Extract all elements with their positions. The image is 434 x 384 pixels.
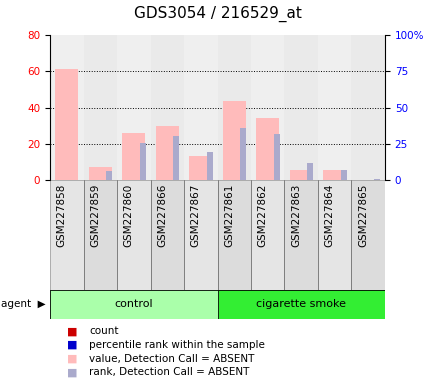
Bar [284,180,317,290]
Bar [50,180,83,290]
Text: GSM227859: GSM227859 [90,184,100,247]
Bar [250,180,284,290]
Bar [289,170,312,180]
Bar [122,133,145,180]
Text: GSM227863: GSM227863 [291,184,300,247]
Bar [83,180,117,290]
Bar [317,180,351,290]
Bar [284,35,317,180]
Bar [306,163,312,180]
Bar [222,101,245,180]
Bar [373,179,379,180]
Bar [139,142,145,180]
Bar [106,171,112,180]
Bar [83,35,117,180]
Text: GSM227866: GSM227866 [157,184,167,247]
Bar [351,180,384,290]
Bar [340,170,346,180]
Bar [256,118,279,180]
Bar [217,290,384,319]
Text: value, Detection Call = ABSENT: value, Detection Call = ABSENT [89,354,254,364]
Text: cigarette smoke: cigarette smoke [256,299,345,310]
Bar [273,134,279,180]
Bar [317,35,351,180]
Text: ■: ■ [67,367,78,377]
Text: control: control [114,299,153,310]
Bar [240,128,246,180]
Text: GSM227861: GSM227861 [224,184,234,247]
Bar [322,170,345,180]
Text: GDS3054 / 216529_at: GDS3054 / 216529_at [133,5,301,22]
Text: GSM227860: GSM227860 [124,184,134,247]
Bar [206,152,212,180]
Bar [189,156,212,180]
Text: ■: ■ [67,326,78,336]
Bar [50,35,83,180]
Bar [155,126,178,180]
Text: GSM227867: GSM227867 [191,184,201,247]
Bar [217,35,250,180]
Bar [184,35,217,180]
Text: GSM227862: GSM227862 [257,184,267,247]
Bar [117,180,150,290]
Bar [117,35,150,180]
Bar [55,69,78,180]
Text: GSM227864: GSM227864 [324,184,334,247]
Text: ■: ■ [67,354,78,364]
Bar [184,180,217,290]
Text: GSM227858: GSM227858 [57,184,67,247]
Bar [150,180,184,290]
Text: ■: ■ [67,340,78,350]
Bar [150,35,184,180]
Bar [50,290,217,319]
Text: GSM227865: GSM227865 [358,184,367,247]
Bar [89,167,112,180]
Text: count: count [89,326,118,336]
Bar [217,180,250,290]
Text: percentile rank within the sample: percentile rank within the sample [89,340,264,350]
Text: rank, Detection Call = ABSENT: rank, Detection Call = ABSENT [89,367,249,377]
Text: agent  ▶: agent ▶ [1,299,46,310]
Bar [250,35,284,180]
Bar [351,35,384,180]
Bar [173,136,179,180]
